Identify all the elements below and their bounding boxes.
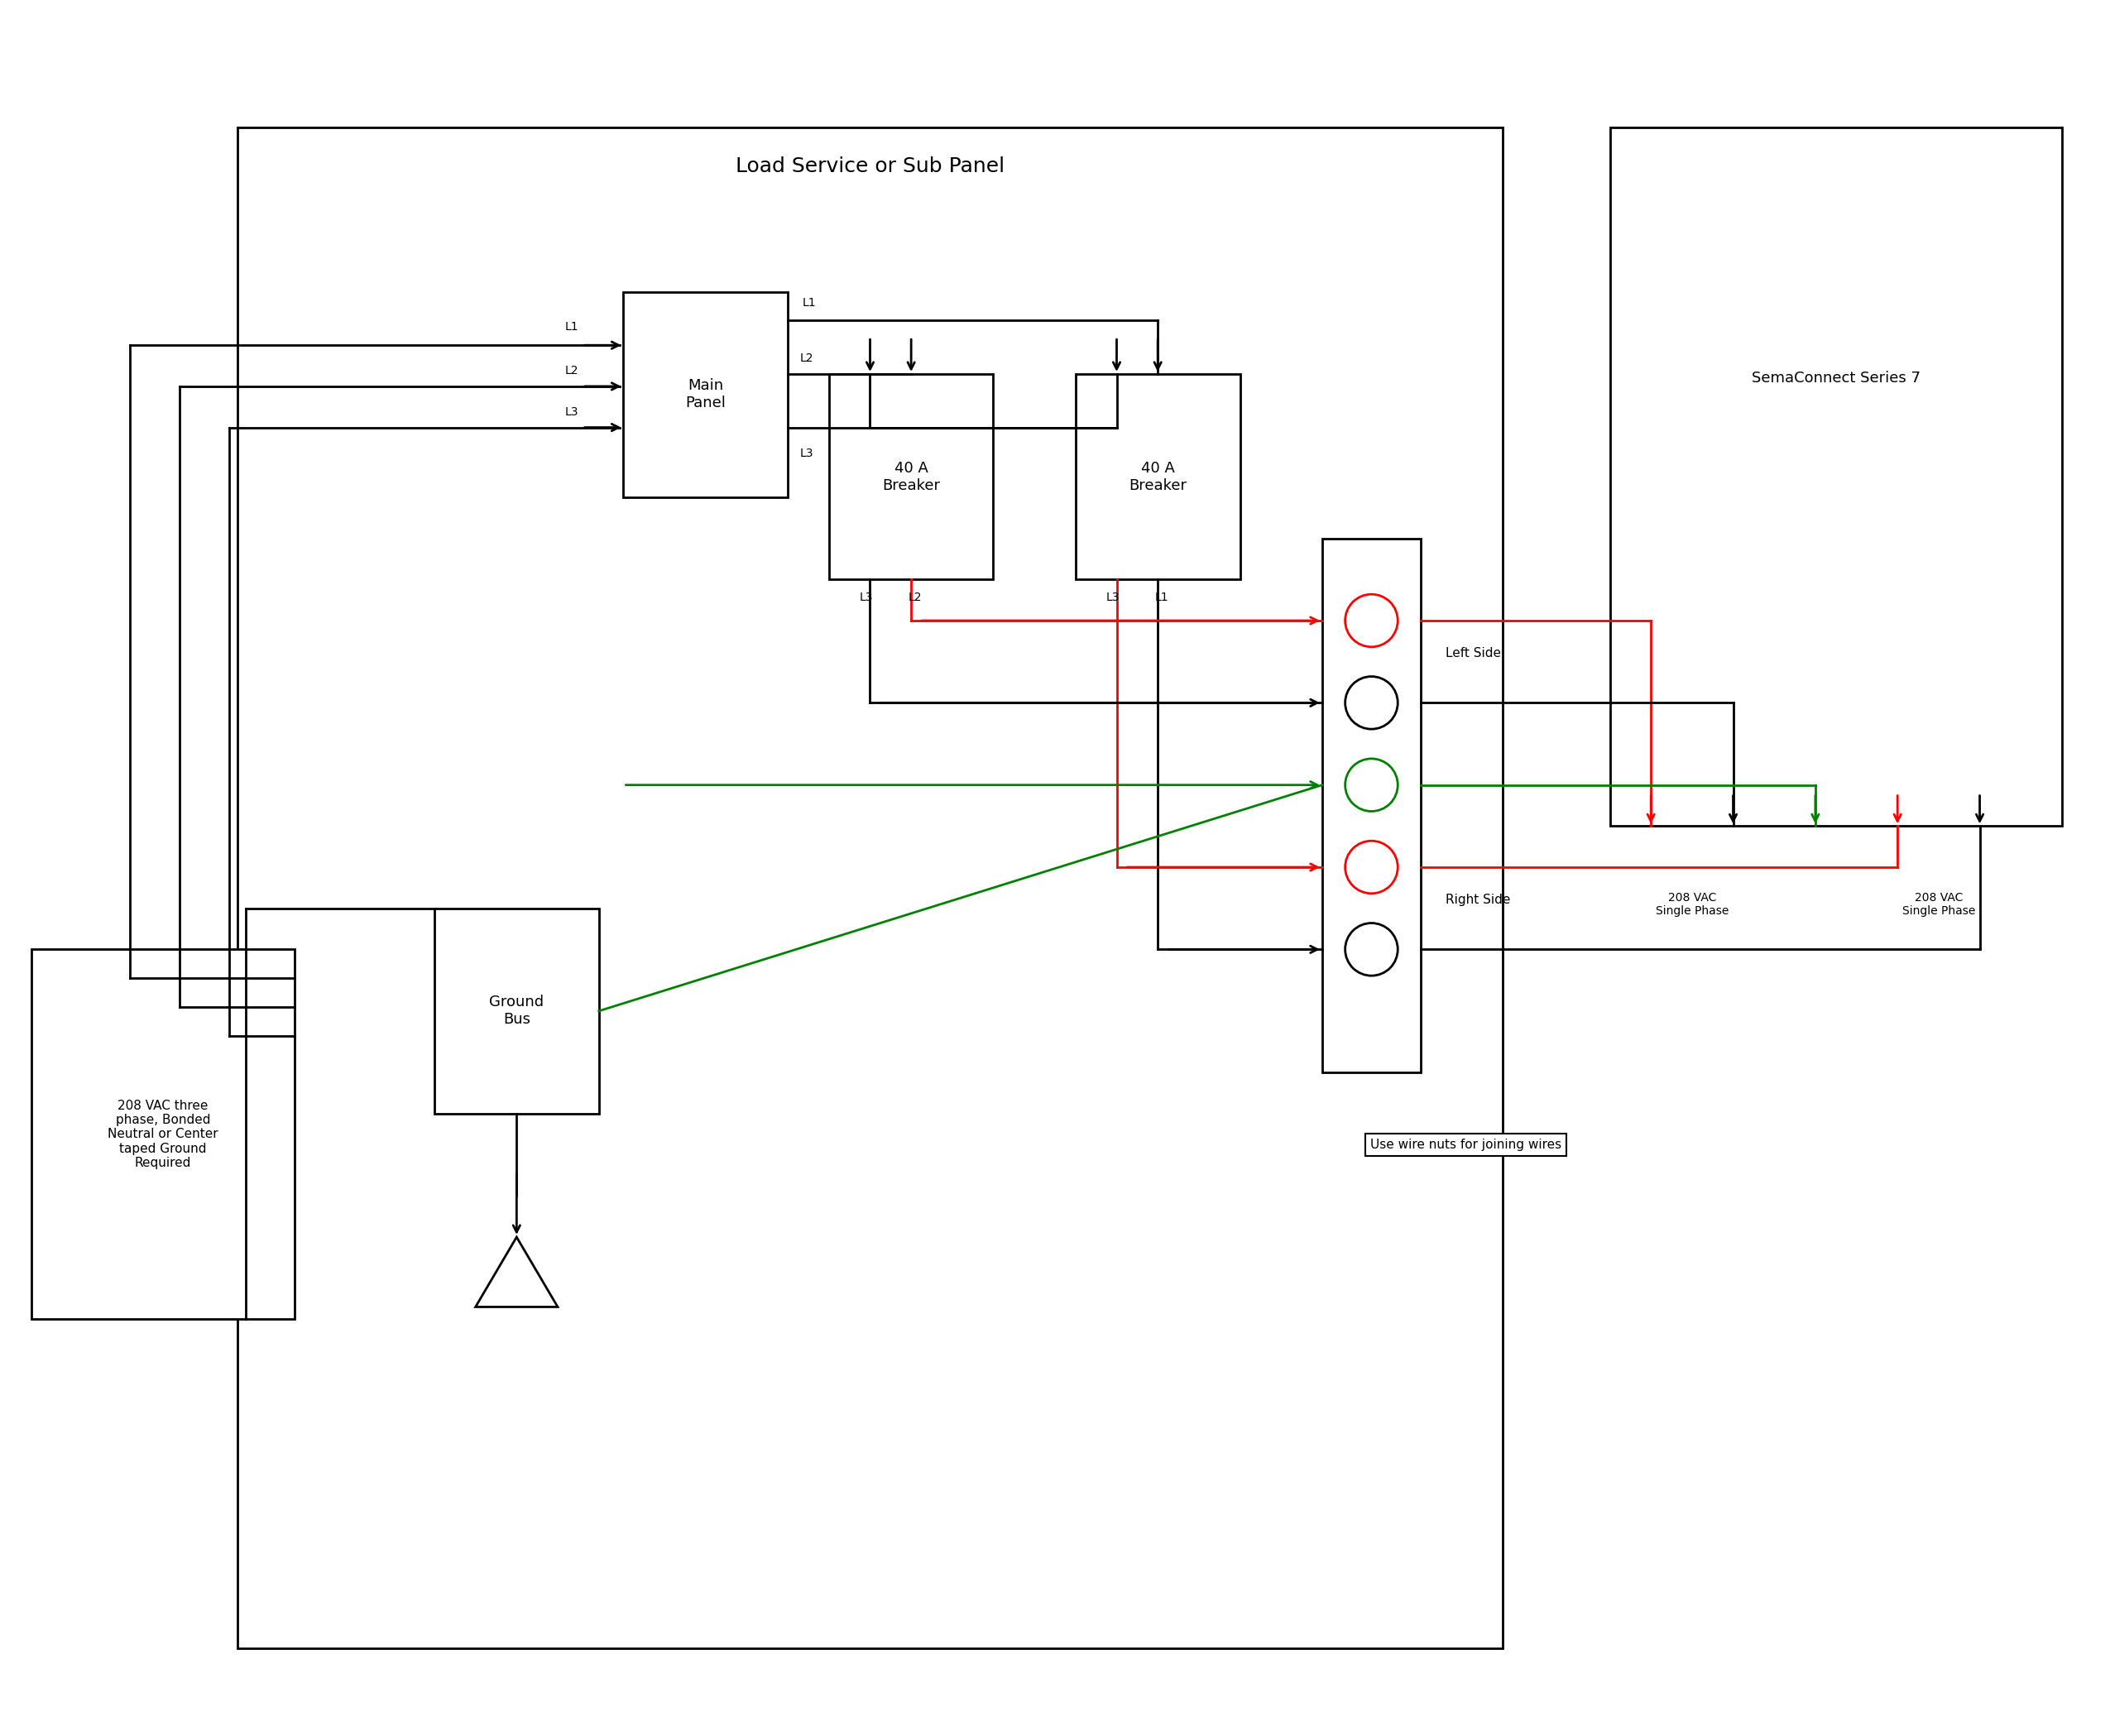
Bar [1076,373,1241,580]
Circle shape [1346,924,1397,976]
Text: L3: L3 [800,448,814,460]
Circle shape [1346,594,1397,648]
Bar [829,373,994,580]
Polygon shape [475,1238,557,1307]
Text: Main
Panel: Main Panel [686,378,726,411]
Text: Load Service or Sub Panel: Load Service or Sub Panel [736,156,1004,175]
Bar [622,292,787,496]
Text: L1: L1 [1154,592,1169,604]
Circle shape [1346,677,1397,729]
Text: Right Side: Right Side [1445,894,1511,906]
Circle shape [1346,840,1397,894]
Text: L1: L1 [565,321,578,333]
Text: 40 A
Breaker: 40 A Breaker [882,460,941,493]
Circle shape [1346,759,1397,811]
Text: SemaConnect Series 7: SemaConnect Series 7 [1751,372,1920,385]
Text: Ground
Bus: Ground Bus [490,995,544,1028]
Bar [236,127,1502,1647]
Bar [1323,538,1420,1073]
Text: 208 VAC three
phase, Bonded
Neutral or Center
taped Ground
Required: 208 VAC three phase, Bonded Neutral or C… [108,1099,219,1170]
Text: L2: L2 [800,352,814,365]
Text: L3: L3 [859,592,874,604]
Text: L2: L2 [565,365,578,377]
Text: L3: L3 [565,406,578,418]
Bar [1610,127,2061,826]
Bar [435,908,599,1115]
Text: 208 VAC
Single Phase: 208 VAC Single Phase [1901,892,1975,917]
Text: Use wire nuts for joining wires: Use wire nuts for joining wires [1369,1139,1561,1151]
Text: Left Side: Left Side [1445,648,1500,660]
Text: L2: L2 [909,592,922,604]
Bar [32,950,295,1319]
Text: L3: L3 [1106,592,1120,604]
Text: L1: L1 [802,297,817,309]
Text: 40 A
Breaker: 40 A Breaker [1129,460,1186,493]
Text: 208 VAC
Single Phase: 208 VAC Single Phase [1656,892,1728,917]
